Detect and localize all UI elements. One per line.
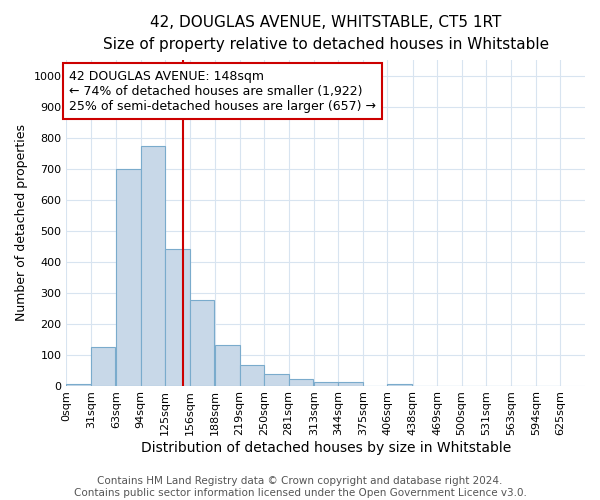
Bar xyxy=(338,382,363,386)
Bar xyxy=(239,364,264,386)
Bar xyxy=(289,379,313,386)
Bar xyxy=(264,374,289,386)
Bar xyxy=(165,250,190,386)
Text: 42 DOUGLAS AVENUE: 148sqm
← 74% of detached houses are smaller (1,922)
25% of se: 42 DOUGLAS AVENUE: 148sqm ← 74% of detac… xyxy=(69,70,376,112)
Y-axis label: Number of detached properties: Number of detached properties xyxy=(15,124,28,322)
Bar xyxy=(141,146,165,386)
Bar xyxy=(314,382,338,386)
Text: Contains HM Land Registry data © Crown copyright and database right 2024.
Contai: Contains HM Land Registry data © Crown c… xyxy=(74,476,526,498)
Title: 42, DOUGLAS AVENUE, WHITSTABLE, CT5 1RT
Size of property relative to detached ho: 42, DOUGLAS AVENUE, WHITSTABLE, CT5 1RT … xyxy=(103,15,549,52)
Bar xyxy=(388,384,412,386)
Bar xyxy=(190,300,214,386)
Bar xyxy=(67,384,91,386)
Bar xyxy=(91,347,115,386)
Bar xyxy=(116,168,141,386)
X-axis label: Distribution of detached houses by size in Whitstable: Distribution of detached houses by size … xyxy=(140,441,511,455)
Bar xyxy=(215,346,239,386)
